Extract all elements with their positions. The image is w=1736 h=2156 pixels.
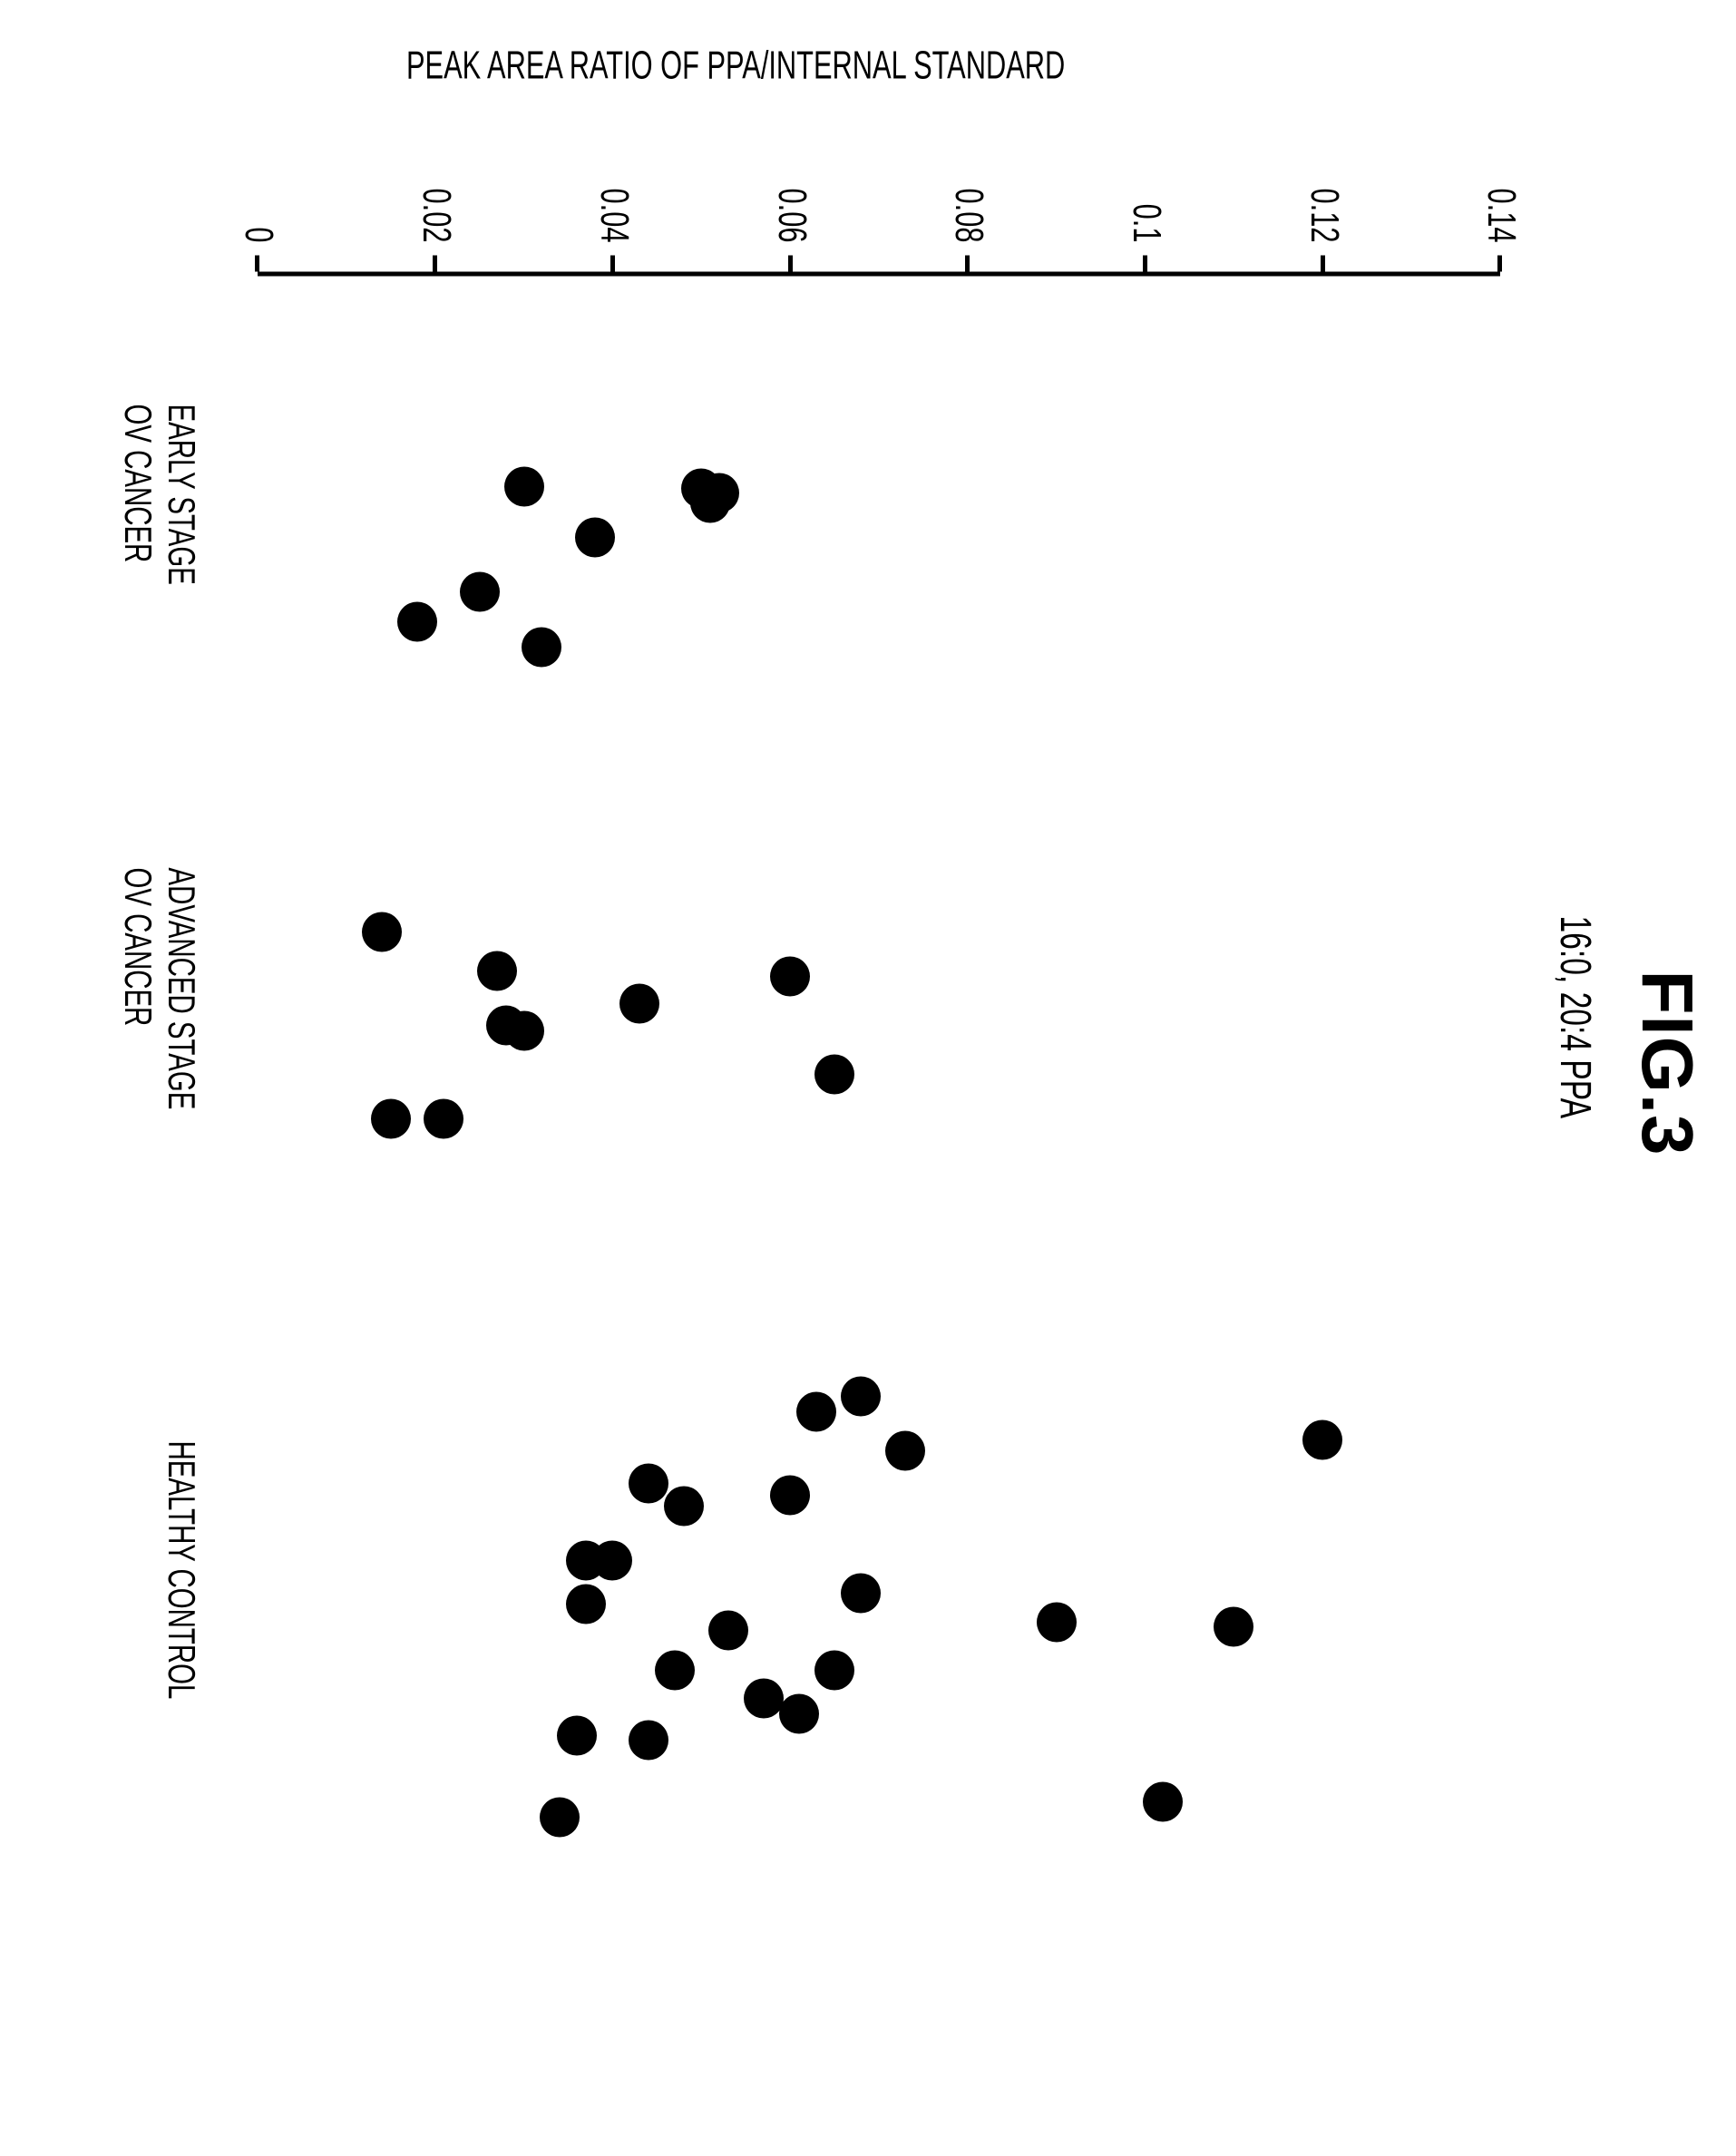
y-axis-label: PEAK AREA RATIO OF PPA/INTERNAL STANDARD <box>406 44 1065 89</box>
data-point <box>1143 1782 1183 1822</box>
y-tick-label: 0.08 <box>946 141 991 243</box>
data-point <box>522 627 561 667</box>
data-point <box>504 467 544 507</box>
category-label-line: OV CANCER <box>115 868 159 1110</box>
y-axis-line <box>258 272 1500 277</box>
y-tick-label: 0.06 <box>769 141 814 243</box>
data-point <box>397 601 437 641</box>
page: FIG.3 16:0, 20:4 PPA 00.020.040.060.080.… <box>0 0 1736 2156</box>
category-label-line: HEALTHY CONTROL <box>160 1441 203 1700</box>
category-label-healthy: HEALTHY CONTROL <box>160 1441 203 1700</box>
data-point <box>814 1650 854 1690</box>
y-tick <box>433 256 437 272</box>
data-point <box>1302 1420 1342 1460</box>
data-point <box>575 517 615 557</box>
y-tick-label: 0.04 <box>591 141 637 243</box>
data-point <box>797 1391 837 1431</box>
category-label-line: OV CANCER <box>115 404 159 584</box>
y-tick <box>788 256 793 272</box>
data-point <box>566 1585 606 1624</box>
data-point <box>744 1679 784 1719</box>
data-point <box>690 483 730 522</box>
data-point <box>504 1011 544 1051</box>
data-point <box>770 956 810 996</box>
data-point <box>540 1797 580 1837</box>
data-point <box>885 1431 925 1471</box>
category-label-early: EARLY STAGEOV CANCER <box>115 404 203 584</box>
data-point <box>629 1464 668 1504</box>
y-tick <box>965 256 970 272</box>
data-point <box>841 1376 881 1416</box>
data-point <box>779 1694 819 1734</box>
rotated-canvas: FIG.3 16:0, 20:4 PPA 00.020.040.060.080.… <box>0 0 1736 2156</box>
data-point <box>1037 1602 1077 1642</box>
y-tick-label: 0.12 <box>1302 141 1347 243</box>
chart-subtitle: 16:0, 20:4 PPA <box>1550 916 1600 1119</box>
plot-area: 00.020.040.060.080.10.120.14 <box>258 272 1500 1959</box>
category-label-line: ADVANCED STAGE <box>160 868 203 1110</box>
y-tick <box>1321 256 1325 272</box>
data-point <box>708 1611 748 1651</box>
category-label-advanced: ADVANCED STAGEOV CANCER <box>115 868 203 1110</box>
data-point <box>362 912 402 952</box>
data-point <box>619 983 659 1023</box>
data-point <box>664 1486 704 1526</box>
data-point <box>1214 1606 1253 1646</box>
category-label-line: EARLY STAGE <box>160 404 203 584</box>
data-point <box>770 1475 810 1515</box>
y-tick-label: 0.02 <box>414 141 459 243</box>
y-tick <box>1498 256 1503 272</box>
plot-inner: 00.020.040.060.080.10.120.14 <box>258 272 1500 1959</box>
data-point <box>460 572 500 612</box>
data-point <box>592 1541 632 1581</box>
y-tick-label: 0.14 <box>1478 141 1524 243</box>
figure-label: FIG.3 <box>1625 971 1709 1156</box>
data-point <box>371 1098 411 1138</box>
data-point <box>629 1721 668 1761</box>
data-point <box>814 1055 854 1095</box>
y-tick <box>1143 256 1147 272</box>
y-tick-label: 0 <box>236 141 281 243</box>
data-point <box>424 1098 464 1138</box>
data-point <box>557 1716 597 1756</box>
y-tick-label: 0.1 <box>1124 141 1169 243</box>
data-point <box>477 951 517 990</box>
data-point <box>655 1650 695 1690</box>
y-tick <box>256 256 260 272</box>
data-point <box>841 1574 881 1614</box>
y-tick <box>610 256 615 272</box>
